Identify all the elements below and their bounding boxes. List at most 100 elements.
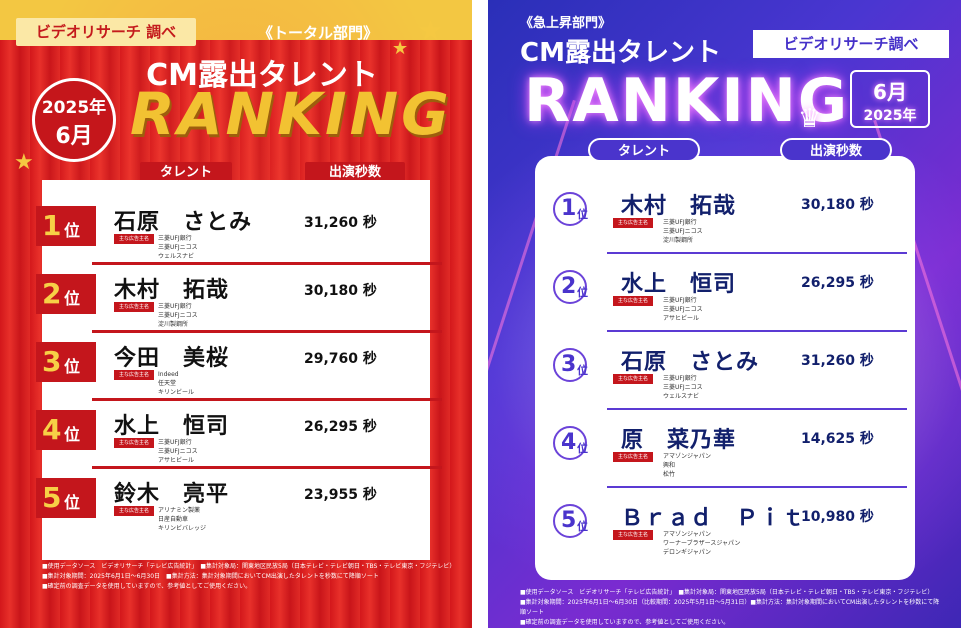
sponsor-name: アマゾンジャパン	[663, 453, 712, 460]
ranking-card: 1 位木村 拓哉 主な広告主名 三菱UFJ銀行 三菱UFJニコス 淀川製鋼所 30,180 …	[535, 156, 915, 580]
sponsor-name: 松竹	[663, 471, 676, 478]
badge-year: 2025年	[41, 98, 107, 118]
sponsor-name: アサヒビール	[158, 457, 195, 464]
footer-line: ■集計対象期間：2025年6月1日～6月30日（比較期間：2025年5月1日～5…	[520, 599, 940, 616]
sponsor-name: 三菱UFJ銀行	[158, 439, 192, 446]
row-divider	[92, 330, 442, 333]
rank-suffix: 位	[577, 520, 588, 533]
sponsor-name: アマゾンジャパン	[663, 531, 712, 538]
sponsor-name: ワーナーブラザースジャパン	[663, 540, 741, 547]
rising-ranking-poster: 《急上昇部門》 CM露出タレント ビデオリサーチ調べ RANKING ♛ 6月 …	[488, 0, 961, 628]
rank-number: 5	[561, 508, 577, 533]
rank-suffix: 位	[64, 425, 81, 444]
sponsor-tag: 主な広告主名	[613, 374, 653, 384]
exposure-seconds: 31,260 秒	[801, 353, 874, 369]
sponsor-tag: 主な広告主名	[114, 302, 154, 312]
row-divider	[607, 330, 907, 332]
talent-name: 原 菜乃華	[621, 428, 737, 453]
row-divider	[607, 486, 907, 488]
rank-suffix: 位	[577, 286, 588, 299]
date-badge: 2025年 6月	[32, 78, 116, 162]
rank-number: 5	[42, 481, 62, 514]
talent-name: 木村 拓哉	[114, 278, 230, 303]
ranking-row: 2 位木村 拓哉 主な広告主名 三菱UFJ銀行 三菱UFJニコス 淀川製鋼所 30,180 …	[36, 266, 430, 328]
exposure-seconds: 14,625 秒	[801, 431, 874, 447]
sponsor-name: 三菱UFJニコス	[158, 244, 198, 251]
ranking-row: 5 位 Ｂｒａｄ Ｐｉｔ 主な広告主名 アマゾンジャパン ワーナーブラザースジャパン デロン…	[535, 494, 915, 562]
sponsor-name: 三菱UFJ銀行	[158, 303, 192, 310]
ranking-heading: RANKING	[130, 80, 452, 148]
sponsor-tag: 主な広告主名	[114, 234, 154, 244]
sponsor-name: 三菱UFJニコス	[158, 312, 198, 319]
sponsor-name: 三菱UFJニコス	[663, 306, 703, 313]
footer-line: ■使用データソース ビデオリサーチ「テレビ広告統計」 ■集計対象局：関東地区民放…	[42, 563, 456, 570]
ranking-row: 2 位水上 恒司 主な広告主名 三菱UFJ銀行 三菱UFJニコス アサヒビール 26,295…	[535, 260, 915, 328]
category-label: 《急上昇部門》	[520, 16, 612, 31]
exposure-seconds: 30,180 秒	[304, 283, 377, 299]
sponsor-name: 三菱UFJ銀行	[158, 235, 192, 242]
exposure-seconds: 26,295 秒	[801, 275, 874, 291]
sponsor-name: 三菱UFJ銀行	[663, 375, 697, 382]
exposure-seconds: 31,260 秒	[304, 215, 377, 231]
rank-suffix: 位	[64, 493, 81, 512]
talent-name: 石原 さとみ	[114, 210, 253, 235]
sponsor-name: 淀川製鋼所	[158, 321, 189, 328]
sponsor-list: 三菱UFJ銀行 三菱UFJニコス アサヒビール	[663, 296, 703, 323]
sponsor-name: 日産自動車	[158, 516, 189, 523]
poster-title: CM露出タレント	[520, 38, 721, 68]
talent-name: 木村 拓哉	[621, 194, 737, 219]
brand-label: ビデオリサーチ 調べ	[16, 18, 196, 46]
sponsor-name: 三菱UFJ銀行	[663, 219, 697, 226]
rank-suffix: 位	[64, 289, 81, 308]
sponsor-list: アリナミン製薬 日産自動車 キリンビバレッジ	[158, 506, 206, 533]
sponsor-tag: 主な広告主名	[114, 370, 154, 380]
sponsor-name: ウェルスナビ	[158, 253, 195, 260]
rank-number: 2	[561, 274, 577, 299]
ranking-row: 4 位水上 恒司 主な広告主名 三菱UFJ銀行 三菱UFJニコス アサヒビール 26,295…	[36, 402, 430, 464]
footer-notes: ■使用データソース ビデオリサーチ「テレビ広告統計」 ■集計対象局：関東地区民放…	[42, 562, 462, 592]
sponsor-list: 三菱UFJ銀行 三菱UFJニコス ウェルスナビ	[158, 234, 198, 261]
badge-year: 2025年	[863, 108, 917, 124]
footer-line: ■集計対象期間：2025年6月1日～6月30日 ■集計方法：集計対象期間において…	[42, 573, 379, 580]
footer-line: ■使用データソース ビデオリサーチ「テレビ広告統計」 ■集計対象局：関東地区民放…	[520, 589, 934, 596]
talent-name: 水上 恒司	[114, 414, 230, 439]
sponsor-list: 三菱UFJ銀行 三菱UFJニコス 淀川製鋼所	[663, 218, 703, 245]
ranking-row: 1 位石原 さとみ 主な広告主名 三菱UFJ銀行 三菱UFJニコス ウェルスナビ 31,26…	[36, 198, 430, 261]
seconds-column-header: 出演秒数	[780, 138, 892, 162]
brand-label: ビデオリサーチ調べ	[753, 30, 949, 58]
sponsor-list: Indeed 任天堂 キリンビール	[158, 370, 194, 397]
sponsor-list: アマゾンジャパン 興和松竹	[663, 452, 711, 479]
ranking-row: 1 位木村 拓哉 主な広告主名 三菱UFJ銀行 三菱UFJニコス 淀川製鋼所 30,180 …	[535, 182, 915, 250]
star-icon: ★	[418, 14, 444, 47]
sponsor-name: 興和	[663, 462, 676, 469]
sponsor-tag: 主な広告主名	[114, 506, 154, 516]
sponsor-name: 三菱UFJニコス	[663, 228, 703, 235]
crown-icon: ♛	[798, 104, 822, 134]
exposure-seconds: 29,760 秒	[304, 351, 377, 367]
sponsor-tag: 主な広告主名	[114, 438, 154, 448]
ranking-row: 5 位鈴木 亮平 主な広告主名 アリナミン製薬 日産自動車 キリンビバレッジ 23,955 …	[36, 470, 430, 533]
rank-suffix: 位	[64, 221, 81, 240]
ranking-card: 1 位石原 さとみ 主な広告主名 三菱UFJ銀行 三菱UFJニコス ウェルスナビ 31,26…	[36, 180, 442, 560]
ranking-row: 3 位石原 さとみ 主な広告主名 三菱UFJ銀行 三菱UFJニコス ウェルスナビ 31,26…	[535, 338, 915, 406]
rank-number: 1	[42, 209, 62, 242]
row-divider	[607, 408, 907, 410]
sponsor-tag: 主な広告主名	[613, 218, 653, 228]
talent-column-header: タレント	[588, 138, 700, 162]
row-divider	[92, 398, 442, 401]
rank-number: 1	[561, 196, 577, 221]
poster-title: CM露出タレント	[146, 58, 378, 93]
rank-suffix: 位	[577, 208, 588, 221]
talent-name: 今田 美桜	[114, 346, 230, 371]
total-ranking-poster: ビデオリサーチ 調べ 《トータル部門》 ★ ★ ★ CM露出タレント 2025年…	[0, 0, 472, 628]
date-badge: 6月 2025年	[850, 70, 930, 128]
sponsor-name: デロンギジャパン	[663, 549, 712, 556]
